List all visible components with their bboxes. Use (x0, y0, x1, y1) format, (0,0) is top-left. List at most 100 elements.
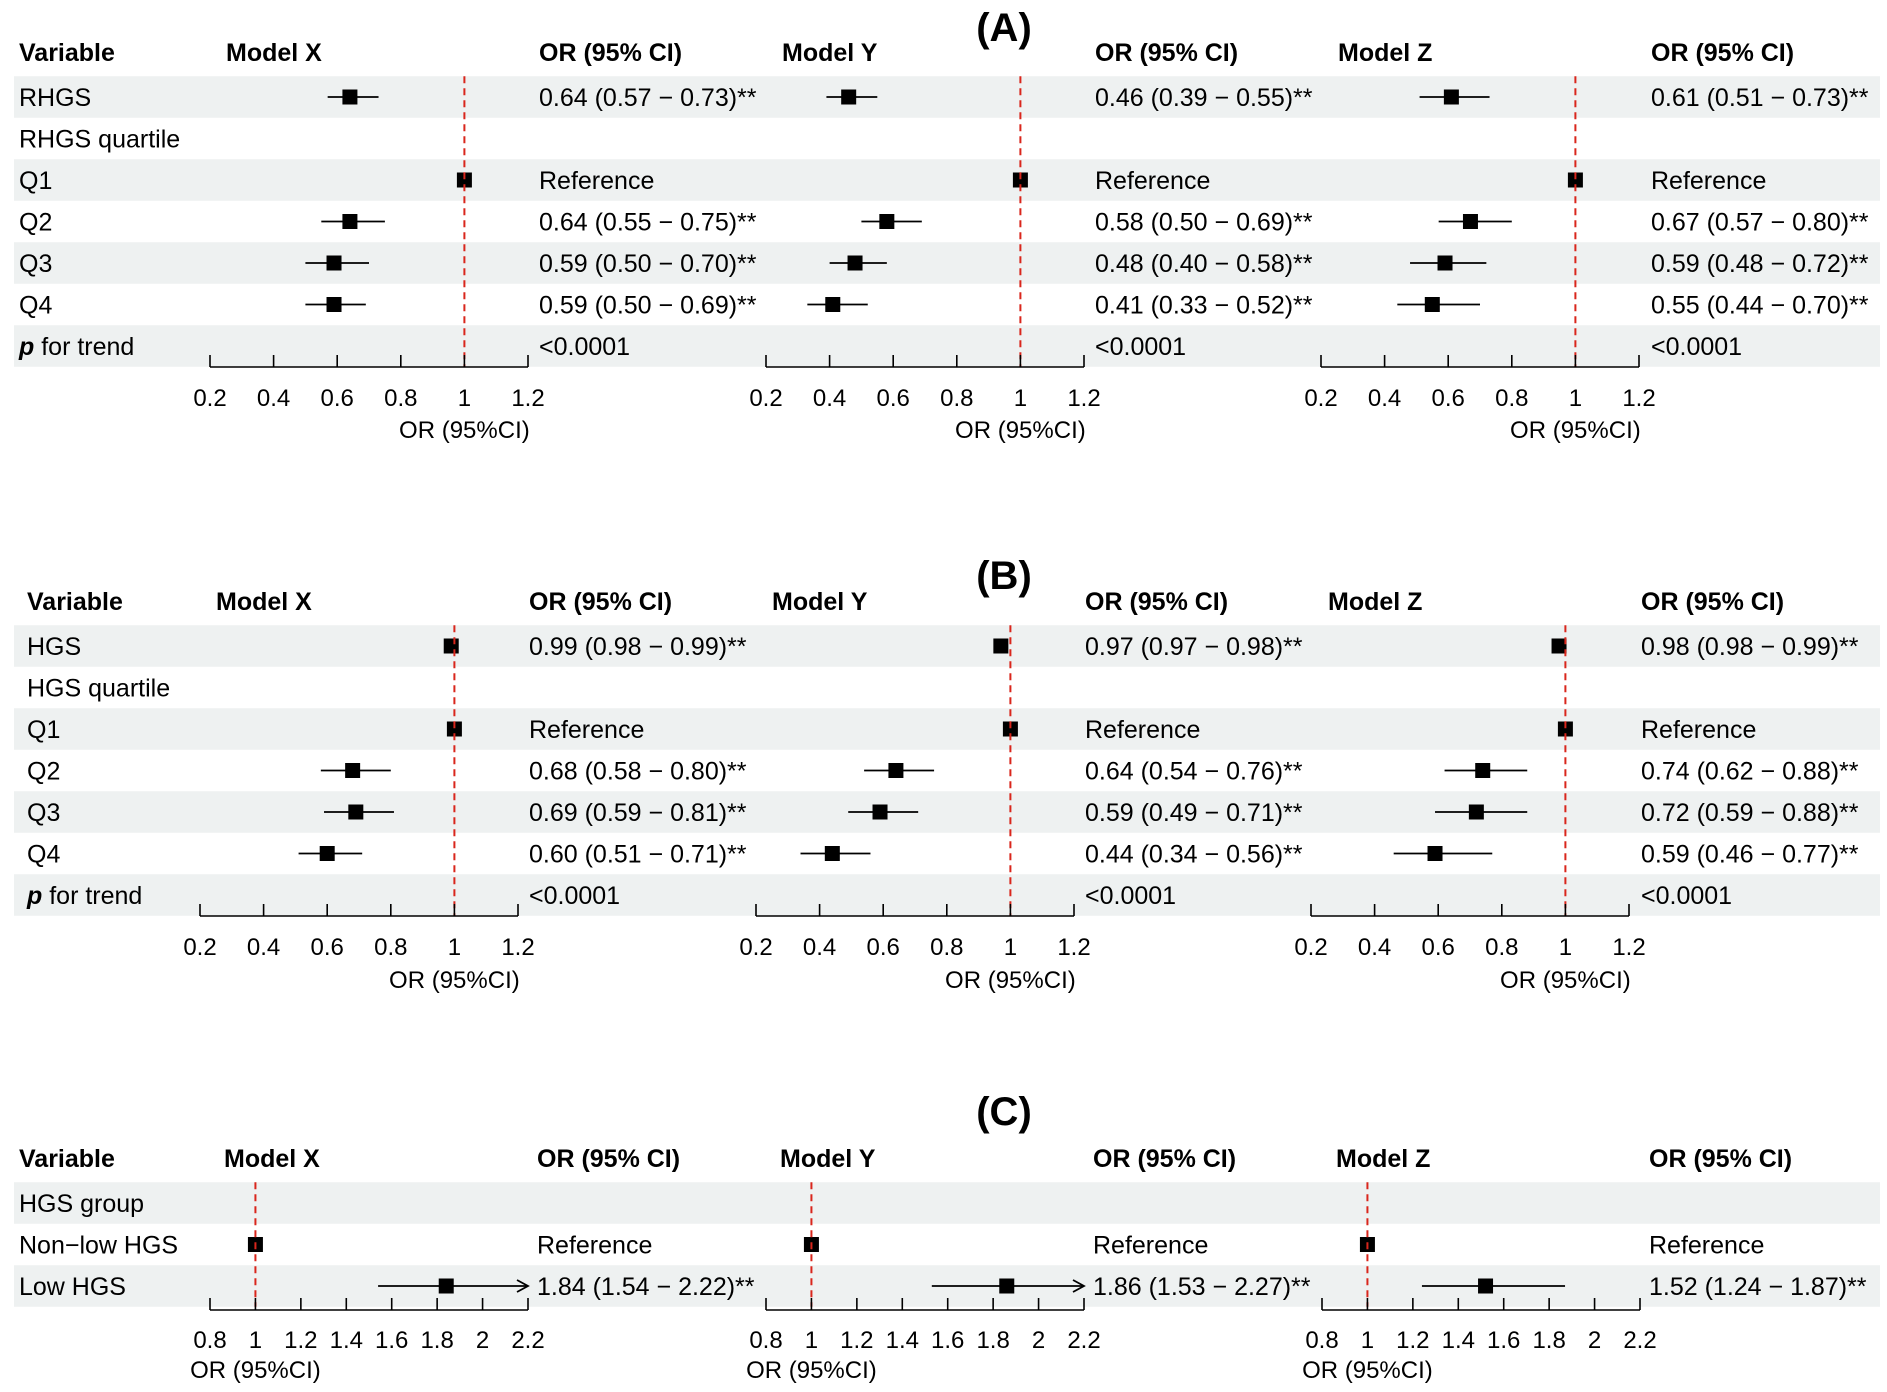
tick-label: 0.2 (1294, 934, 1327, 961)
header-or-ci: OR (95% CI) (537, 1145, 680, 1173)
point-estimate (1012, 172, 1028, 188)
tick-label: 0.8 (1485, 934, 1518, 961)
tick-label: 1.2 (1067, 385, 1100, 412)
x-axis-label: OR (95%CI) (399, 417, 530, 444)
header-or-ci: OR (95% CI) (1093, 1145, 1236, 1173)
header-or-ci: OR (95% CI) (539, 39, 682, 67)
row-label: Q1 (19, 167, 52, 195)
tick-label: 1 (1569, 385, 1582, 412)
tick-label: 0.2 (193, 385, 226, 412)
or-ci-text: Reference (529, 716, 644, 744)
header-model: Model X (216, 588, 312, 616)
panel-label: (C) (976, 1090, 1032, 1134)
row-shading (14, 625, 1880, 667)
x-axis-label: OR (95%CI) (1500, 967, 1631, 994)
row-shading (14, 242, 1880, 284)
tick-label: 0.2 (1304, 385, 1337, 412)
row-shading (14, 76, 1880, 118)
row-label: Q2 (19, 209, 52, 237)
point-estimate (1468, 804, 1484, 820)
header-or-ci: OR (95% CI) (1651, 39, 1794, 67)
trend-p-value: <0.0001 (539, 333, 630, 361)
or-ci-text: Reference (1095, 167, 1210, 195)
point-estimate (345, 763, 361, 778)
trend-p-value: <0.0001 (1641, 882, 1732, 910)
tick-label: 0.4 (247, 934, 280, 961)
or-ci-text: 0.74 (0.62 − 0.88)** (1641, 758, 1859, 786)
tick-label: 0.6 (867, 934, 900, 961)
tick-label: 1 (1004, 934, 1017, 961)
tick-label: 1.8 (976, 1327, 1009, 1354)
row-label: RHGS (19, 84, 91, 112)
tick-label: 0.8 (1305, 1327, 1338, 1354)
header-model: Model Y (772, 588, 868, 616)
header-or-ci: OR (95% CI) (1095, 39, 1238, 67)
trend-p-value: <0.0001 (1095, 333, 1186, 361)
x-axis-label: OR (95%CI) (1302, 1357, 1433, 1384)
or-ci-text: Reference (537, 1232, 652, 1260)
row-label-text: for trend (34, 333, 134, 361)
header-model: Model X (224, 1145, 320, 1173)
header-or-ci: OR (95% CI) (1641, 588, 1784, 616)
or-ci-text: 0.59 (0.48 − 0.72)** (1651, 250, 1869, 278)
tick-label: 0.4 (813, 385, 846, 412)
or-ci-text: 0.99 (0.98 − 0.99)** (529, 633, 747, 661)
tick-label: 2 (1588, 1327, 1601, 1354)
tick-label: 0.8 (1495, 385, 1528, 412)
tick-label: 0.2 (749, 385, 782, 412)
point-estimate (888, 763, 904, 778)
point-estimate (446, 721, 462, 737)
row-shading (14, 1182, 1880, 1224)
point-estimate (872, 804, 888, 820)
tick-label: 0.6 (877, 385, 910, 412)
tick-label: 0.4 (803, 934, 836, 961)
point-estimate (841, 89, 857, 105)
tick-label: 1 (805, 1327, 818, 1354)
row-label: Q3 (27, 799, 60, 827)
ci-arrow (516, 1279, 530, 1293)
header-or-ci: OR (95% CI) (529, 588, 672, 616)
point-estimate (1443, 89, 1459, 105)
tick-label: 0.6 (1422, 934, 1455, 961)
or-ci-text: 0.59 (0.50 − 0.69)** (539, 292, 757, 320)
header-model: Model Z (1338, 39, 1432, 67)
point-estimate (342, 214, 358, 229)
point-estimate (1557, 721, 1573, 737)
row-label: HGS quartile (27, 675, 170, 703)
panel-label: (B) (976, 554, 1032, 598)
tick-label: 0.8 (930, 934, 963, 961)
or-ci-text: 0.61 (0.51 − 0.73)** (1651, 84, 1869, 112)
tick-label: 0.8 (193, 1327, 226, 1354)
tick-label: 1 (458, 385, 471, 412)
header-model: Model Y (780, 1145, 876, 1173)
row-label: Q2 (27, 758, 60, 786)
point-estimate (879, 214, 895, 229)
header-variable: Variable (19, 39, 115, 67)
tick-label: 1.2 (1057, 934, 1090, 961)
point-estimate (999, 1278, 1015, 1294)
x-axis-label: OR (95%CI) (190, 1357, 321, 1384)
row-label: p for trend (18, 333, 134, 361)
tick-label: 1.2 (1612, 934, 1645, 961)
point-estimate (1424, 297, 1440, 312)
trend-p-value: <0.0001 (1085, 882, 1176, 910)
tick-label: 1.2 (284, 1327, 317, 1354)
or-ci-text: 1.84 (1.54 − 2.22)** (537, 1273, 755, 1301)
tick-label: 0.4 (1358, 934, 1391, 961)
header-model: Model Y (782, 39, 878, 67)
tick-label: 0.2 (739, 934, 772, 961)
row-label: Q3 (19, 250, 52, 278)
or-ci-text: 0.46 (0.39 − 0.55)** (1095, 84, 1313, 112)
row-label: HGS (27, 633, 81, 661)
x-axis-label: OR (95%CI) (746, 1357, 877, 1384)
point-estimate (443, 638, 459, 654)
tick-label: 0.6 (321, 385, 354, 412)
or-ci-text: Reference (1651, 167, 1766, 195)
tick-label: 0.8 (384, 385, 417, 412)
row-label: Q4 (19, 292, 52, 320)
point-estimate (1427, 846, 1443, 861)
point-estimate (1551, 638, 1567, 654)
tick-label: 1.2 (511, 385, 544, 412)
or-ci-text: Reference (539, 167, 654, 195)
or-ci-text: 1.86 (1.53 − 2.27)** (1093, 1273, 1311, 1301)
